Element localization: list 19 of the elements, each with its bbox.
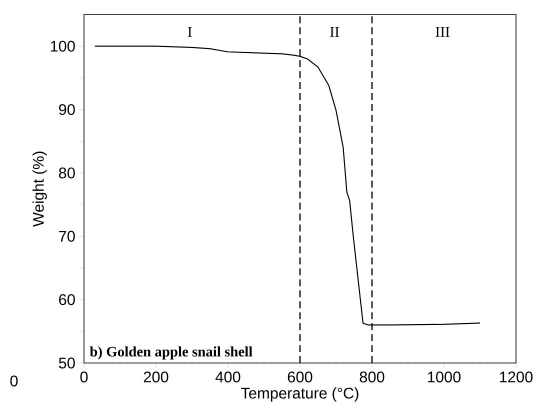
y-tick-label: 50 bbox=[58, 358, 75, 368]
y-tick-label: 90 bbox=[59, 104, 75, 116]
annotation: III bbox=[436, 27, 450, 37]
y-axis-title: Weight (%) bbox=[32, 152, 47, 227]
x-tick-label: 400 bbox=[215, 372, 240, 382]
annotation: I bbox=[188, 27, 192, 37]
annotation: II bbox=[330, 27, 340, 37]
x-tick-label: 0 bbox=[80, 372, 88, 382]
x-tick-label: 1200 bbox=[500, 372, 533, 382]
x-axis-title: Temperature (°C) bbox=[241, 387, 358, 402]
annotation: b) Golden apple snail shell bbox=[90, 346, 252, 360]
y-tick-label: 100 bbox=[50, 40, 75, 52]
y-tick-label: 70 bbox=[59, 230, 75, 242]
x-tick-label: 200 bbox=[144, 372, 168, 382]
x-tick-label: 800 bbox=[360, 372, 384, 382]
x-tick-label: 1000 bbox=[428, 372, 461, 382]
y-tick-label: 60 bbox=[59, 294, 75, 306]
y-tick-label: 80 bbox=[58, 167, 75, 178]
x-tick-label: 600 bbox=[288, 372, 312, 382]
